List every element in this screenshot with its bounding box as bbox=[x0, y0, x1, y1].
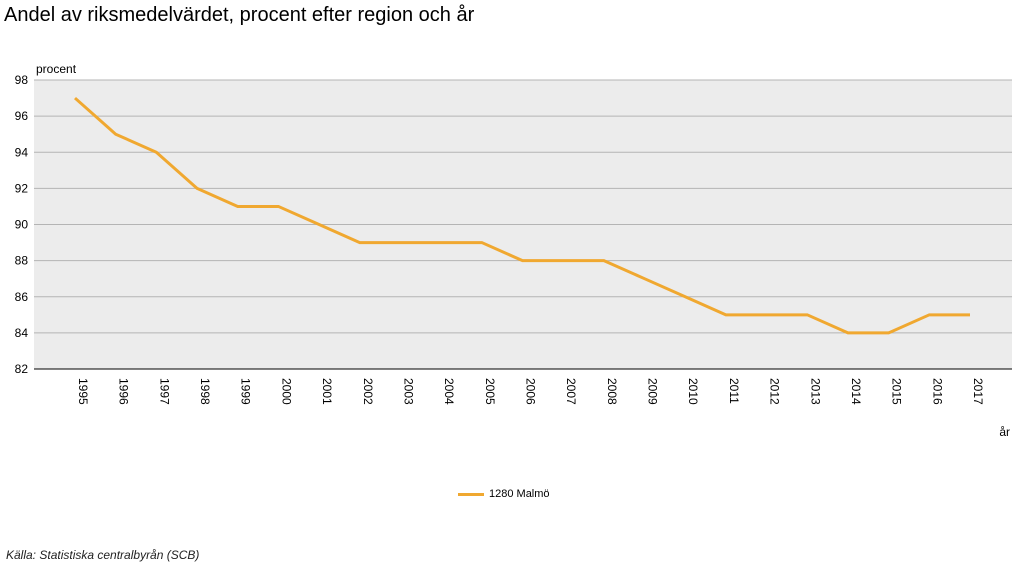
series-line bbox=[74, 96, 970, 335]
y-tick-label: 92 bbox=[15, 181, 29, 195]
x-tick-label: 2013 bbox=[808, 378, 822, 405]
line-chart: 82 84 86 88 90 92 94 96 98 1995 1996 1997 1998 1999 2… bbox=[15, 62, 1012, 439]
x-tick-label: 1998 bbox=[198, 378, 212, 405]
x-tick-label: 2015 bbox=[890, 378, 904, 405]
x-tick-label: 1995 bbox=[76, 378, 90, 405]
x-tick-label: 2016 bbox=[930, 378, 944, 405]
x-tick-label: 2012 bbox=[768, 378, 782, 405]
source-note: Källa: Statistiska centralbyrån (SCB) bbox=[6, 548, 200, 562]
x-tick-label: 2001 bbox=[320, 378, 334, 405]
x-tick-label: 2008 bbox=[605, 378, 619, 405]
x-axis-label: år bbox=[999, 425, 1010, 439]
x-tick-label: 2011 bbox=[727, 378, 741, 404]
x-tick-label: 1997 bbox=[157, 378, 171, 405]
series-lines bbox=[74, 96, 970, 335]
legend-swatch bbox=[458, 492, 484, 496]
x-tick-label: 1996 bbox=[117, 378, 131, 405]
y-tick-label: 84 bbox=[15, 326, 29, 340]
x-tick-label: 2014 bbox=[849, 378, 863, 405]
x-tick-label: 2017 bbox=[971, 378, 985, 405]
x-tick-label: 2003 bbox=[401, 378, 415, 405]
x-tick-label: 2005 bbox=[483, 378, 497, 405]
y-tick-label: 82 bbox=[15, 362, 29, 376]
y-tick-labels: 82 84 86 88 90 92 94 96 98 bbox=[15, 73, 29, 376]
y-tick-label: 88 bbox=[15, 254, 29, 268]
x-tick-label: 2000 bbox=[279, 378, 293, 405]
x-tick-label: 2004 bbox=[442, 378, 456, 405]
y-axis-label: procent bbox=[36, 62, 77, 76]
legend-label: 1280 Malmö bbox=[489, 488, 550, 500]
y-tick-label: 98 bbox=[15, 73, 29, 87]
x-tick-label: 2009 bbox=[646, 378, 660, 405]
y-tick-label: 94 bbox=[15, 145, 29, 159]
chart-title: Andel av riksmedelvärdet, procent efter … bbox=[4, 4, 475, 26]
y-tick-label: 90 bbox=[15, 218, 29, 232]
y-tick-label: 96 bbox=[15, 109, 29, 123]
legend: 1280 Malmö bbox=[458, 488, 550, 500]
x-tick-label: 2006 bbox=[524, 378, 538, 405]
x-tick-label: 2007 bbox=[564, 378, 578, 405]
x-tick-label: 2002 bbox=[361, 378, 375, 405]
x-tick-label: 1999 bbox=[239, 378, 253, 405]
y-tick-label: 86 bbox=[15, 290, 29, 304]
x-tick-labels: 1995 1996 1997 1998 1999 2000 2001 2002 2003 2004… bbox=[76, 378, 985, 405]
x-tick-label: 2010 bbox=[686, 378, 700, 405]
